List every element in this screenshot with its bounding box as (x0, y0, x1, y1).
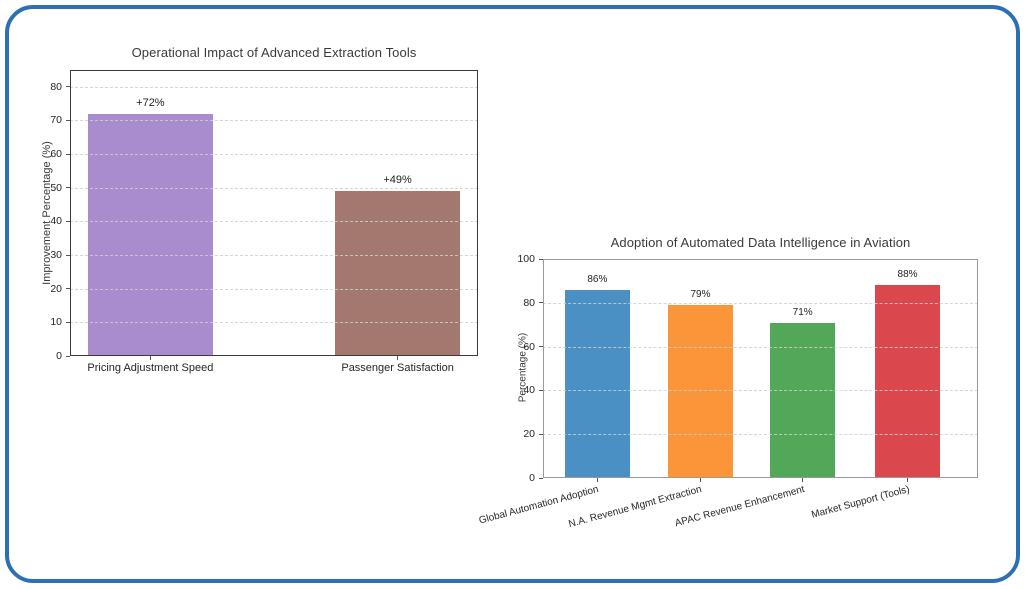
y-tick-label: 70 (50, 114, 62, 127)
x-tick-mark (149, 356, 151, 360)
y-tick-mark (539, 389, 543, 391)
x-tick-mark (907, 478, 909, 482)
y-tick-mark (66, 254, 70, 256)
x-tick-label: Passenger Satisfaction (341, 362, 454, 374)
x-tick-mark (397, 356, 399, 360)
y-tick-mark (66, 288, 70, 290)
x-tick-label: Pricing Adjustment Speed (87, 362, 214, 374)
y-tick-label: 10 (50, 316, 62, 329)
y-tick-label: 0 (529, 472, 535, 484)
y-tick-mark (66, 86, 70, 88)
bar-n-a-revenue-mgmt-extraction (668, 305, 733, 478)
y-tick-label: 40 (50, 215, 62, 228)
y-tick-label: 20 (523, 428, 535, 441)
y-tick-mark (539, 258, 543, 260)
gridline-y-60 (70, 154, 478, 156)
y-tick-label: 0 (56, 350, 62, 362)
y-tick-label: 60 (50, 148, 62, 161)
y-tick-label: 30 (50, 249, 62, 262)
y-tick-mark (539, 433, 543, 435)
gridline-y-10 (70, 322, 478, 324)
y-tick-label: 80 (523, 296, 535, 309)
bar-global-automation-adoption (564, 289, 630, 478)
plot-area: 0 20 40 60 80 100 86% Global Automation Adoptio… (478, 253, 978, 530)
gridline-y-50 (70, 187, 478, 189)
gridline-y-40 (543, 390, 978, 392)
chart-title: Operational Impact of Advanced Extractio… (131, 45, 417, 60)
bar-value-label: 88% (897, 269, 918, 281)
gridline-y-80 (543, 302, 978, 304)
y-tick-mark (66, 153, 70, 155)
bar-passenger-satisfaction (335, 191, 461, 356)
gridline-y-20 (543, 434, 978, 436)
y-tick-mark (539, 477, 543, 479)
gridline-y-40 (70, 221, 478, 223)
bar-value-label: 79% (690, 289, 711, 300)
y-tick-mark (66, 187, 70, 189)
gridline-y-70 (70, 120, 478, 122)
chart-title: Adoption of Automated Data Intelligence … (610, 235, 911, 250)
gridline-y-80 (70, 86, 478, 88)
y-tick-mark (539, 302, 543, 304)
gridline-y-60 (543, 346, 978, 348)
y-tick-label: 80 (50, 80, 62, 93)
y-tick-mark (66, 321, 70, 323)
y-tick-label: 100 (517, 253, 535, 265)
gridline-y-30 (70, 255, 478, 257)
y-tick-mark (66, 355, 70, 357)
x-tick-mark (699, 478, 701, 482)
bar-pricing-adjustment-speed (87, 113, 213, 356)
y-tick-label: 20 (50, 282, 62, 295)
bar-value-label: 71% (792, 306, 813, 318)
y-tick-mark (66, 220, 70, 222)
gridline-y-100 (543, 259, 978, 260)
y-tick-label: 60 (523, 340, 535, 353)
bar-value-label: +72% (136, 96, 165, 109)
gridline-y-20 (70, 288, 478, 290)
x-tick-mark (596, 478, 598, 482)
bar-value-label: +49% (383, 174, 412, 187)
bar-apac-revenue-enhancement (770, 322, 836, 478)
y-tick-label: 50 (50, 181, 62, 194)
bar-value-label: 86% (587, 273, 608, 285)
y-tick-label: 40 (523, 384, 535, 397)
plot-area: 0 10 20 30 40 50 60 70 80 +72% Pricing Adjustment … (50, 70, 478, 374)
x-tick-mark (802, 478, 804, 482)
bar-market-support-tools- (875, 285, 940, 478)
y-tick-mark (539, 346, 543, 348)
y-tick-mark (66, 119, 70, 121)
